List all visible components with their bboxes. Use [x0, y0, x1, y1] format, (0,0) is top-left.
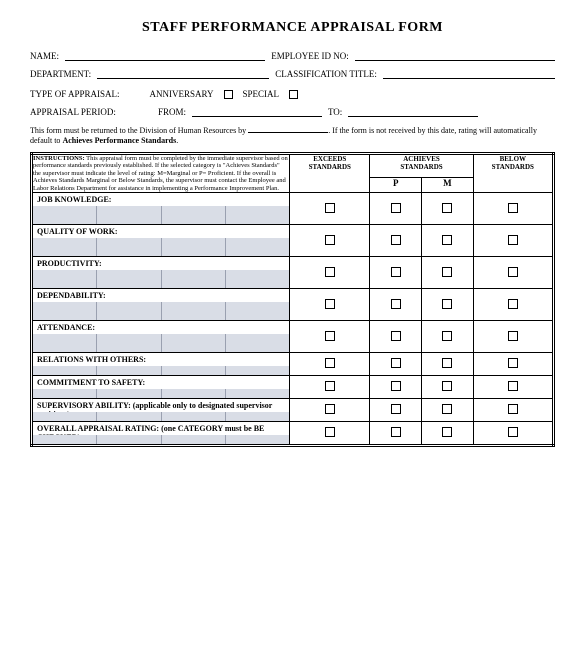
label-from: FROM:	[158, 107, 186, 117]
category-label: PRODUCTIVITY:	[32, 257, 290, 289]
checkbox-p[interactable]	[370, 321, 422, 353]
checkbox-anniversary[interactable]	[224, 90, 233, 99]
checkbox-m[interactable]	[422, 353, 474, 376]
header-m: M	[422, 178, 474, 193]
checkbox-exceeds[interactable]	[290, 399, 370, 422]
row-period: APPRAISAL PERIOD: FROM: TO:	[30, 107, 555, 117]
checkbox-exceeds[interactable]	[290, 257, 370, 289]
category-label: QUALITY OF WORK:	[32, 225, 290, 257]
checkbox-m[interactable]	[422, 399, 474, 422]
category-label: JOB KNOWLEDGE:	[32, 193, 290, 225]
input-from[interactable]	[192, 107, 322, 117]
row-dept-class: DEPARTMENT: CLASSIFICATION TITLE:	[30, 69, 555, 79]
label-name: NAME:	[30, 51, 59, 61]
checkbox-exceeds[interactable]	[290, 376, 370, 399]
category-label: DEPENDABILITY:	[32, 289, 290, 321]
checkbox-exceeds[interactable]	[290, 353, 370, 376]
label-dept: DEPARTMENT:	[30, 69, 91, 79]
checkbox-special[interactable]	[289, 90, 298, 99]
checkbox-exceeds[interactable]	[290, 289, 370, 321]
checkbox-exceeds[interactable]	[290, 422, 370, 446]
header-p: P	[370, 178, 422, 193]
appraisal-table: INSTRUCTIONS: This appraisal form must b…	[30, 152, 555, 447]
header-below: BELOWSTANDARDS	[473, 154, 553, 193]
checkbox-p[interactable]	[370, 225, 422, 257]
checkbox-below[interactable]	[473, 289, 553, 321]
input-class[interactable]	[383, 69, 555, 79]
checkbox-below[interactable]	[473, 353, 553, 376]
checkbox-below[interactable]	[473, 193, 553, 225]
checkbox-below[interactable]	[473, 225, 553, 257]
checkbox-p[interactable]	[370, 257, 422, 289]
row-type: TYPE OF APPRAISAL: ANNIVERSARY SPECIAL	[30, 89, 555, 99]
checkbox-m[interactable]	[422, 422, 474, 446]
checkbox-m[interactable]	[422, 257, 474, 289]
checkbox-below[interactable]	[473, 376, 553, 399]
label-anniversary: ANNIVERSARY	[150, 89, 214, 99]
category-label: ATTENDANCE:	[32, 321, 290, 353]
checkbox-p[interactable]	[370, 353, 422, 376]
page-title: STAFF PERFORMANCE APPRAISAL FORM	[30, 20, 555, 36]
checkbox-exceeds[interactable]	[290, 321, 370, 353]
checkbox-m[interactable]	[422, 193, 474, 225]
notice-text: This form must be returned to the Divisi…	[30, 125, 555, 146]
category-label: SUPERVISORY ABILITY: (applicable only to…	[32, 399, 290, 422]
input-dept[interactable]	[97, 69, 269, 79]
checkbox-m[interactable]	[422, 321, 474, 353]
label-to: TO:	[328, 107, 342, 117]
checkbox-m[interactable]	[422, 376, 474, 399]
label-type: TYPE OF APPRAISAL:	[30, 89, 120, 99]
notice-blank[interactable]	[248, 125, 328, 133]
checkbox-below[interactable]	[473, 321, 553, 353]
checkbox-exceeds[interactable]	[290, 225, 370, 257]
input-name[interactable]	[65, 51, 265, 61]
input-empid[interactable]	[355, 51, 555, 61]
header-exceeds: EXCEEDSSTANDARDS	[290, 154, 370, 193]
checkbox-p[interactable]	[370, 289, 422, 321]
checkbox-p[interactable]	[370, 399, 422, 422]
row-name-id: NAME: EMPLOYEE ID NO:	[30, 51, 555, 61]
checkbox-below[interactable]	[473, 422, 553, 446]
label-empid: EMPLOYEE ID NO:	[271, 51, 349, 61]
checkbox-m[interactable]	[422, 289, 474, 321]
category-label: RELATIONS WITH OTHERS:	[32, 353, 290, 376]
checkbox-p[interactable]	[370, 422, 422, 446]
label-class: CLASSIFICATION TITLE:	[275, 69, 377, 79]
checkbox-below[interactable]	[473, 257, 553, 289]
label-special: SPECIAL	[243, 89, 280, 99]
checkbox-exceeds[interactable]	[290, 193, 370, 225]
category-label: OVERALL APPRAISAL RATING: (one CATEGORY …	[32, 422, 290, 446]
checkbox-below[interactable]	[473, 399, 553, 422]
category-label: COMMITMENT TO SAFETY:	[32, 376, 290, 399]
checkbox-p[interactable]	[370, 376, 422, 399]
label-period: APPRAISAL PERIOD:	[30, 107, 116, 117]
input-to[interactable]	[348, 107, 478, 117]
header-achieves: ACHIEVESSTANDARDS	[370, 154, 473, 178]
checkbox-m[interactable]	[422, 225, 474, 257]
checkbox-p[interactable]	[370, 193, 422, 225]
instructions-cell: INSTRUCTIONS: This appraisal form must b…	[32, 154, 290, 193]
